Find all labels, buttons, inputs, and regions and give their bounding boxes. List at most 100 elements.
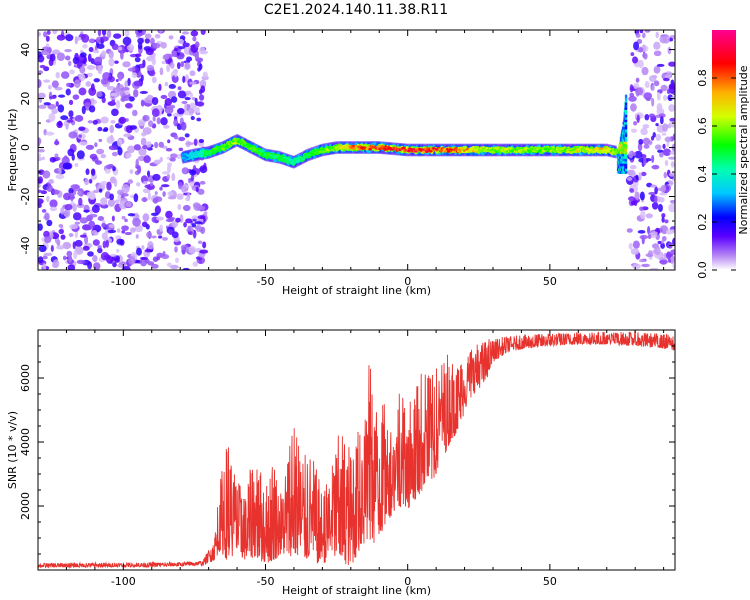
noise-blob [668, 172, 675, 177]
noise-blob [64, 203, 73, 211]
noise-blob [669, 199, 675, 204]
noise-blob [156, 117, 161, 125]
noise-blob [110, 119, 116, 124]
noise-blob [146, 64, 155, 72]
noise-blob [638, 138, 644, 145]
noise-blob [145, 48, 154, 56]
noise-blob [180, 61, 185, 68]
noise-blob [108, 57, 115, 67]
noise-blob [653, 50, 662, 57]
noise-blob [79, 234, 87, 238]
noise-blob [93, 262, 101, 270]
noise-blob [82, 245, 90, 251]
noise-blob [178, 147, 184, 152]
ridge-cell [247, 144, 252, 147]
noise-blob [68, 233, 74, 238]
noise-blob [56, 121, 63, 129]
noise-blob [107, 229, 117, 234]
spectrogram-x-tick-label: -100 [111, 275, 136, 288]
noise-blob [189, 70, 196, 77]
noise-blob [143, 181, 148, 185]
ridge-cell [296, 158, 301, 162]
snr-y-tick-label: 4000 [19, 428, 32, 456]
ridge-cell [232, 141, 237, 145]
ridge-cell [606, 148, 610, 151]
noise-blob [663, 77, 670, 82]
noise-blob [169, 157, 176, 162]
noise-blob [197, 188, 205, 195]
noise-blob [151, 263, 159, 269]
noise-blob [138, 147, 147, 156]
noise-blob [60, 207, 65, 215]
noise-blob [171, 74, 179, 83]
noise-blob [652, 131, 656, 138]
noise-blob [169, 62, 175, 69]
noise-blob [196, 205, 206, 211]
spectrogram-y-ticks: -40 -20 0 20 40 [19, 43, 675, 271]
noise-blob [133, 193, 139, 203]
noise-blob [155, 216, 164, 221]
noise-blob [56, 52, 66, 61]
noise-blob [105, 164, 113, 170]
noise-blob [48, 179, 55, 184]
noise-blob [629, 188, 634, 193]
noise-blob [148, 70, 156, 77]
noise-blob [94, 160, 103, 165]
noise-blob [196, 101, 205, 107]
noise-blob [174, 246, 178, 253]
ridge-cell [494, 150, 499, 153]
noise-blob [88, 105, 96, 113]
noise-blob [134, 224, 143, 233]
noise-blob [196, 117, 202, 122]
noise-blob [78, 73, 86, 82]
spectrogram-x-tick-label: 0 [404, 275, 411, 288]
noise-blob [150, 235, 157, 239]
noise-blob [660, 84, 668, 92]
noise-blob [63, 210, 69, 217]
noise-blob [189, 169, 197, 176]
noise-blob [128, 96, 135, 102]
ridge-cell [407, 149, 411, 153]
noise-blob [185, 196, 190, 202]
noise-blob [183, 221, 187, 228]
noise-blob [162, 250, 166, 257]
noise-blob [100, 116, 109, 124]
noise-blob [167, 162, 172, 167]
noise-blob [176, 62, 181, 70]
noise-blob [186, 56, 193, 62]
noise-blob [72, 212, 82, 221]
noise-blob [162, 54, 170, 61]
noise-blob [198, 138, 204, 144]
noise-blob [199, 180, 206, 185]
noise-blob [52, 30, 58, 35]
noise-blob [73, 79, 81, 88]
colorbar: 0.0 0.2 0.4 0.6 0.8 Normalized spectral ampl… [696, 30, 750, 279]
noise-blob [166, 262, 172, 267]
noise-blob [55, 71, 60, 79]
noise-blob [654, 186, 658, 195]
noise-blob [121, 230, 126, 234]
noise-blob [643, 52, 648, 60]
noise-blob [653, 65, 661, 74]
noise-blob [668, 83, 675, 90]
noise-blob [158, 235, 163, 239]
noise-blob [96, 91, 103, 98]
noise-blob [642, 137, 650, 145]
spectrogram-x-tick-label: 50 [543, 275, 557, 288]
noise-blob [628, 95, 637, 102]
noise-blob [137, 30, 143, 33]
noise-blob [644, 113, 650, 121]
noise-blob [92, 254, 98, 262]
ridge-cell [318, 150, 323, 154]
spectrogram-y-tick-label: 20 [19, 92, 32, 106]
noise-blob [50, 245, 54, 252]
noise-blob [141, 197, 148, 202]
noise-blob [194, 221, 203, 225]
noise-blob [110, 92, 117, 97]
noise-blob [100, 197, 108, 206]
noise-blob [38, 70, 43, 75]
noise-blob [84, 235, 89, 245]
noise-blob [167, 195, 177, 200]
noise-blob [151, 96, 159, 106]
noise-blob [103, 127, 109, 132]
